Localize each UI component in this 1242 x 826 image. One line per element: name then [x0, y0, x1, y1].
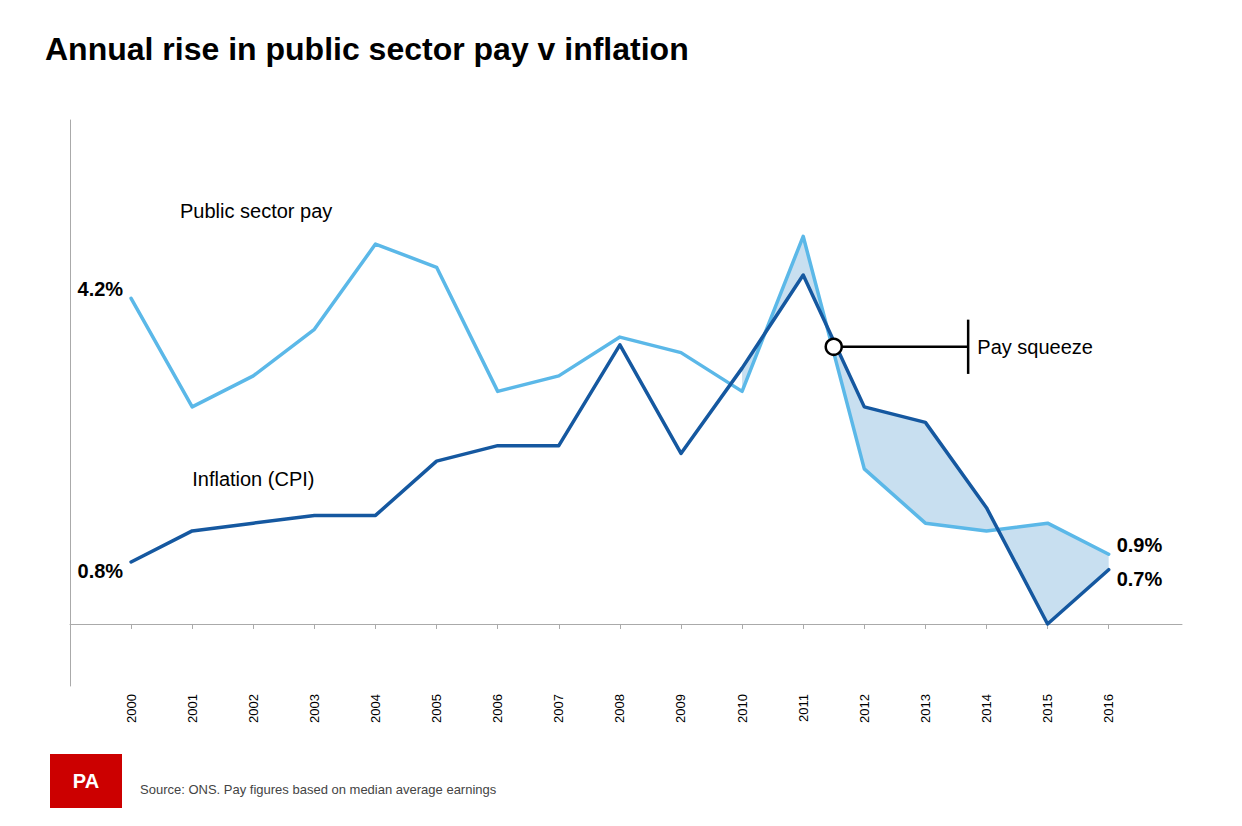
- svg-text:2012: 2012: [857, 694, 872, 723]
- svg-text:Inflation (CPI): Inflation (CPI): [192, 468, 314, 490]
- svg-text:Public sector pay: Public sector pay: [180, 200, 332, 222]
- svg-text:2000: 2000: [124, 694, 139, 723]
- svg-text:2009: 2009: [673, 694, 688, 723]
- svg-text:PA: PA: [73, 770, 99, 792]
- svg-text:2008: 2008: [612, 694, 627, 723]
- svg-text:0.8%: 0.8%: [78, 560, 124, 582]
- svg-text:2007: 2007: [551, 694, 566, 723]
- svg-text:2004: 2004: [368, 694, 383, 723]
- svg-text:2010: 2010: [735, 694, 750, 723]
- svg-text:2011: 2011: [796, 694, 811, 722]
- svg-text:2014: 2014: [979, 694, 994, 723]
- svg-text:Pay squeeze: Pay squeeze: [977, 336, 1093, 358]
- svg-text:Source: ONS. Pay figures based: Source: ONS. Pay figures based on median…: [140, 782, 497, 797]
- svg-text:0.9%: 0.9%: [1117, 534, 1163, 556]
- svg-text:2015: 2015: [1040, 694, 1055, 723]
- svg-text:2003: 2003: [307, 694, 322, 723]
- svg-text:2002: 2002: [246, 694, 261, 723]
- svg-text:2013: 2013: [918, 694, 933, 723]
- svg-text:2005: 2005: [429, 694, 444, 723]
- svg-text:2016: 2016: [1101, 694, 1116, 723]
- svg-text:2001: 2001: [185, 694, 200, 723]
- svg-text:4.2%: 4.2%: [78, 278, 124, 300]
- svg-text:2006: 2006: [490, 694, 505, 723]
- svg-text:Annual rise in public sector p: Annual rise in public sector pay v infla…: [45, 31, 689, 67]
- svg-text:0.7%: 0.7%: [1117, 568, 1163, 590]
